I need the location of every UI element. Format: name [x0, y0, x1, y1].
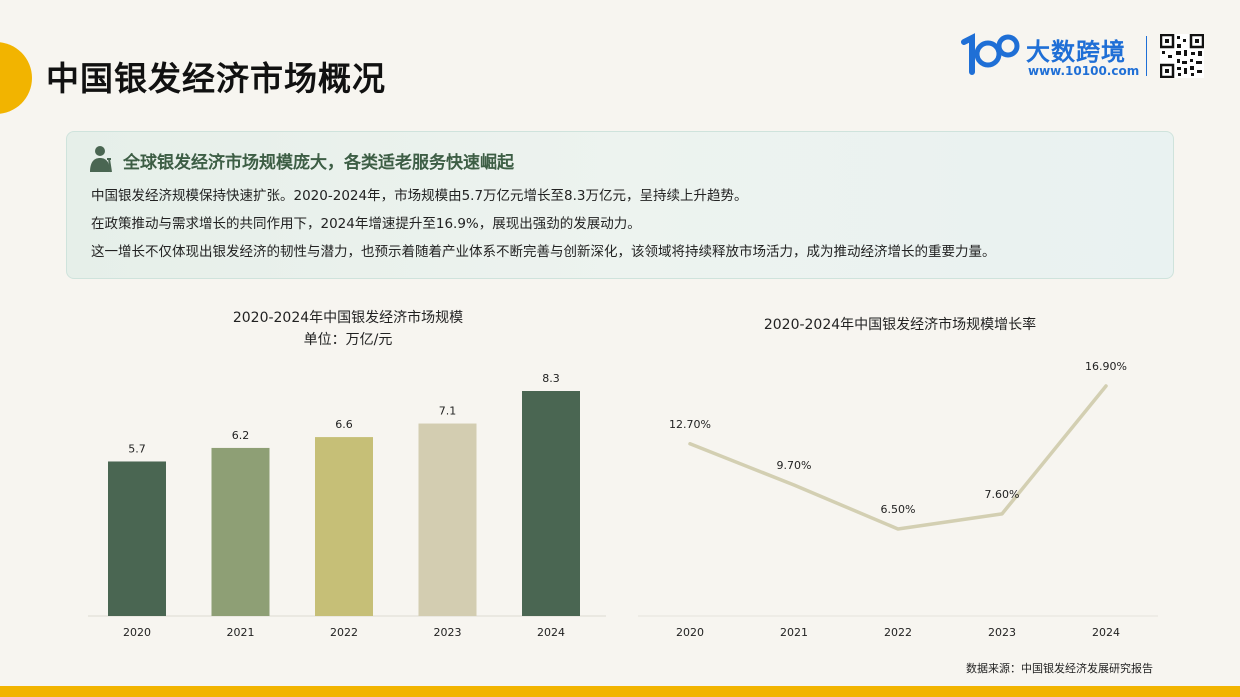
growth-rate-line-chart: 12.70% 2020 9.70% 2021 6.50% 2022 7.60% 2023 16.…	[638, 360, 1158, 639]
data-point	[792, 483, 796, 487]
data-value-label: 7.60%	[985, 488, 1020, 501]
market-size-bar-chart: 5.7 2020 6.2 2021 6.6 2022 7.1 2023 8.3 2024	[88, 372, 606, 639]
summary-line: 在政策推动与需求增长的共同作用下，2024年增速提升至16.9%，展现出强劲的发…	[91, 216, 641, 232]
data-value-label: 16.90%	[1085, 360, 1127, 373]
data-value-label: 6.50%	[881, 503, 916, 516]
x-tick-label: 2024	[537, 626, 565, 639]
page-title: 中国银发经济市场概况	[46, 59, 386, 98]
bar	[315, 437, 373, 616]
brand-name: 大数跨境	[1026, 38, 1126, 66]
summary-line: 这一增长不仅体现出银发经济的韧性与潜力，也预示着随着产业体系不断完善与创新深化，…	[91, 244, 996, 260]
bar	[108, 461, 166, 616]
bar-value-label: 8.3	[542, 372, 560, 385]
bar-value-label: 7.1	[439, 405, 457, 418]
data-point	[688, 442, 692, 446]
x-tick-label: 2024	[1092, 626, 1120, 639]
line-chart-title: 2020-2024年中国银发经济市场规模增长率	[763, 317, 1037, 333]
brand-logo-icon	[961, 33, 1020, 75]
data-point	[1104, 384, 1108, 388]
summary-panel: 全球银发经济市场规模庞大，各类适老服务快速崛起 中国银发经济规模保持快速扩张。2…	[66, 131, 1174, 279]
bar-chart-unit: 单位：万亿/元	[303, 332, 393, 348]
bar-chart-title: 2020-2024年中国银发经济市场规模	[232, 310, 464, 326]
bar-value-label: 6.2	[232, 429, 250, 442]
bottom-accent-bar	[0, 686, 1240, 697]
data-source-note: 数据来源：中国银发经济发展研究报告	[966, 662, 1153, 675]
brand-logo[interactable]: 大数跨境 www.10100.com	[960, 32, 1220, 82]
x-tick-label: 2020	[676, 626, 704, 639]
data-point	[1000, 512, 1004, 516]
summary-line: 中国银发经济规模保持快速扩张。2020-2024年，市场规模由5.7万亿元增长至…	[91, 188, 748, 204]
x-tick-label: 2022	[330, 626, 358, 639]
x-tick-label: 2020	[123, 626, 151, 639]
elderly-person-icon	[90, 146, 112, 173]
x-tick-label: 2021	[227, 626, 255, 639]
bar	[211, 447, 270, 616]
bar	[522, 391, 580, 616]
x-tick-label: 2023	[988, 626, 1016, 639]
bar-value-label: 6.6	[335, 418, 353, 431]
summary-heading: 全球银发经济市场规模庞大，各类适老服务快速崛起	[123, 153, 514, 173]
logo-divider	[1146, 36, 1147, 76]
data-value-label: 12.70%	[669, 418, 711, 431]
data-value-label: 9.70%	[777, 459, 812, 472]
x-tick-label: 2021	[780, 626, 808, 639]
brand-url[interactable]: www.10100.com	[1028, 64, 1140, 78]
x-tick-label: 2023	[434, 626, 462, 639]
x-tick-label: 2022	[884, 626, 912, 639]
decorative-circle	[0, 42, 32, 114]
data-point	[896, 527, 900, 531]
qr-code-icon	[1160, 34, 1204, 78]
bar-value-label: 5.7	[128, 442, 146, 455]
bar	[418, 423, 477, 616]
